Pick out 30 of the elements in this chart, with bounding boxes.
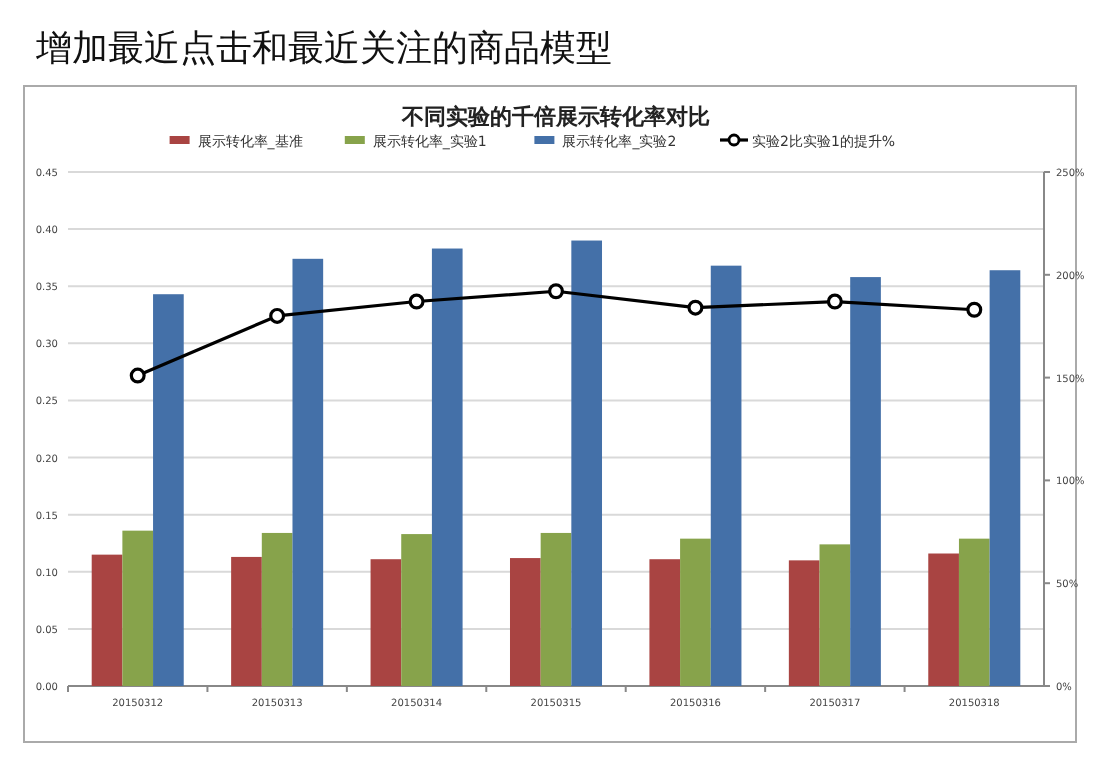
point bbox=[129, 367, 146, 384]
bar bbox=[819, 544, 851, 686]
bar bbox=[431, 248, 463, 686]
bar bbox=[989, 270, 1021, 686]
bar bbox=[261, 532, 293, 686]
bar bbox=[680, 538, 711, 686]
bar bbox=[710, 265, 742, 686]
bar bbox=[122, 530, 154, 686]
bar bbox=[958, 538, 990, 686]
point bbox=[548, 283, 564, 300]
bar bbox=[788, 560, 820, 686]
point bbox=[269, 307, 286, 324]
bar bbox=[401, 534, 432, 686]
bar bbox=[649, 559, 681, 686]
bar bbox=[292, 258, 324, 686]
point bbox=[687, 299, 704, 316]
bar bbox=[153, 294, 184, 686]
chart-subtitle: 不同实验的千倍展示转化率对比 bbox=[400, 104, 710, 130]
bar bbox=[91, 554, 123, 686]
bar bbox=[370, 559, 402, 686]
bar bbox=[571, 240, 603, 686]
point bbox=[408, 293, 425, 310]
bar bbox=[928, 553, 959, 686]
point bbox=[826, 293, 843, 310]
point bbox=[966, 301, 983, 318]
bar bbox=[231, 556, 262, 686]
bar bbox=[540, 532, 572, 686]
bar bbox=[509, 558, 541, 686]
bar bbox=[850, 277, 881, 686]
chart-title: 增加最近点击和最近关注的商品模型 bbox=[34, 28, 612, 70]
